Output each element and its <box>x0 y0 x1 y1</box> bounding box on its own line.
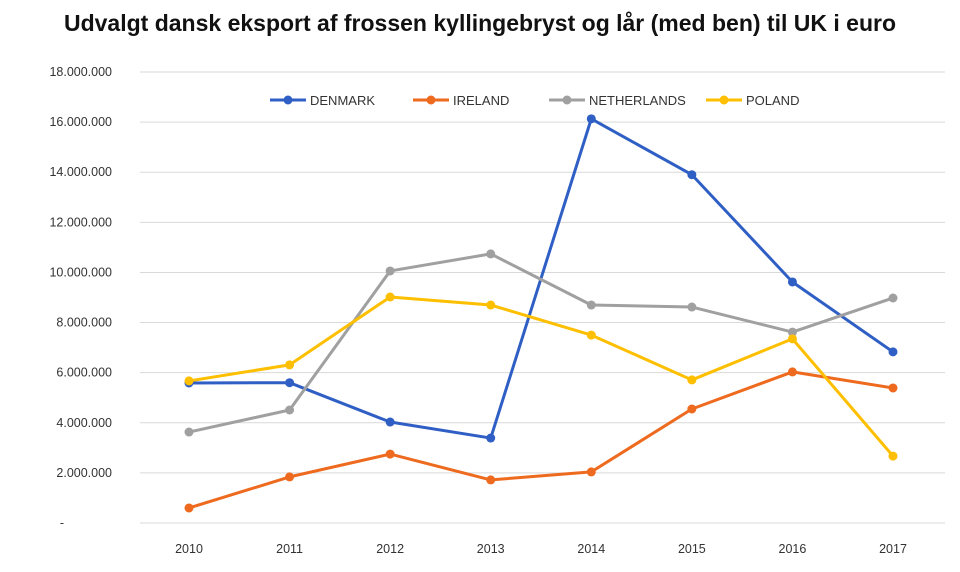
data-point-poland <box>787 334 797 344</box>
data-point-denmark <box>787 277 797 287</box>
y-tick-label: 18.000.000 <box>49 65 112 79</box>
legend-label: NETHERLANDS <box>589 93 686 108</box>
data-point-denmark <box>285 378 295 388</box>
x-tick-label: 2015 <box>678 542 706 556</box>
data-point-ireland <box>787 367 797 377</box>
data-point-denmark <box>486 433 496 443</box>
data-point-ireland <box>385 449 395 459</box>
data-point-ireland <box>486 475 496 485</box>
data-point-netherlands <box>888 293 898 303</box>
data-point-netherlands <box>687 302 697 312</box>
series-line-netherlands <box>188 252 894 434</box>
data-point-ireland <box>285 472 295 482</box>
data-point-netherlands <box>486 249 496 259</box>
data-point-poland <box>486 300 496 310</box>
data-point-poland <box>888 451 898 461</box>
data-point-denmark <box>385 417 395 427</box>
series-line-ireland <box>188 370 894 510</box>
data-point-ireland <box>687 404 697 414</box>
data-point-netherlands <box>787 327 797 337</box>
x-tick-label: 2016 <box>779 542 807 556</box>
x-tick-label: 2011 <box>276 542 303 556</box>
y-tick-label: - <box>60 516 64 530</box>
x-tick-label: 2012 <box>376 542 404 556</box>
data-point-netherlands <box>184 427 194 437</box>
chart-title: Udvalgt dansk eksport af frossen kylling… <box>63 10 896 36</box>
y-tick-label: 12.000.000 <box>49 215 112 229</box>
x-tick-label: 2013 <box>477 542 505 556</box>
data-point-ireland <box>586 467 596 477</box>
data-point-poland <box>285 360 295 370</box>
data-point-ireland <box>888 383 898 393</box>
data-point-poland <box>586 330 596 340</box>
x-tick-label: 2014 <box>577 542 605 556</box>
data-point-denmark <box>888 347 898 357</box>
data-point-poland <box>385 292 395 302</box>
legend-label: POLAND <box>746 93 799 108</box>
data-point-ireland <box>184 503 194 513</box>
y-tick-label: 10.000.000 <box>49 265 112 279</box>
series-line-poland <box>188 295 895 458</box>
legend-label: IRELAND <box>453 93 509 108</box>
data-point-denmark <box>687 170 697 180</box>
legend-marker <box>283 95 293 105</box>
data-point-poland <box>184 376 194 386</box>
data-point-netherlands <box>385 266 395 276</box>
x-tick-label: 2017 <box>879 542 907 556</box>
legend-label: DENMARK <box>310 93 375 108</box>
y-tick-label: 2.000.000 <box>56 466 112 480</box>
data-point-netherlands <box>586 300 596 310</box>
legend-marker <box>719 95 729 105</box>
y-tick-label: 8.000.000 <box>56 316 112 330</box>
data-point-netherlands <box>285 405 295 415</box>
x-tick-label: 2010 <box>175 542 203 556</box>
data-point-poland <box>687 375 697 385</box>
y-tick-label: 14.000.000 <box>49 165 112 179</box>
legend-marker <box>426 95 436 105</box>
y-tick-label: 16.000.000 <box>49 115 112 129</box>
y-tick-label: 4.000.000 <box>56 416 112 430</box>
legend-marker <box>562 95 572 105</box>
y-tick-label: 6.000.000 <box>56 366 112 380</box>
data-point-denmark <box>586 114 596 124</box>
